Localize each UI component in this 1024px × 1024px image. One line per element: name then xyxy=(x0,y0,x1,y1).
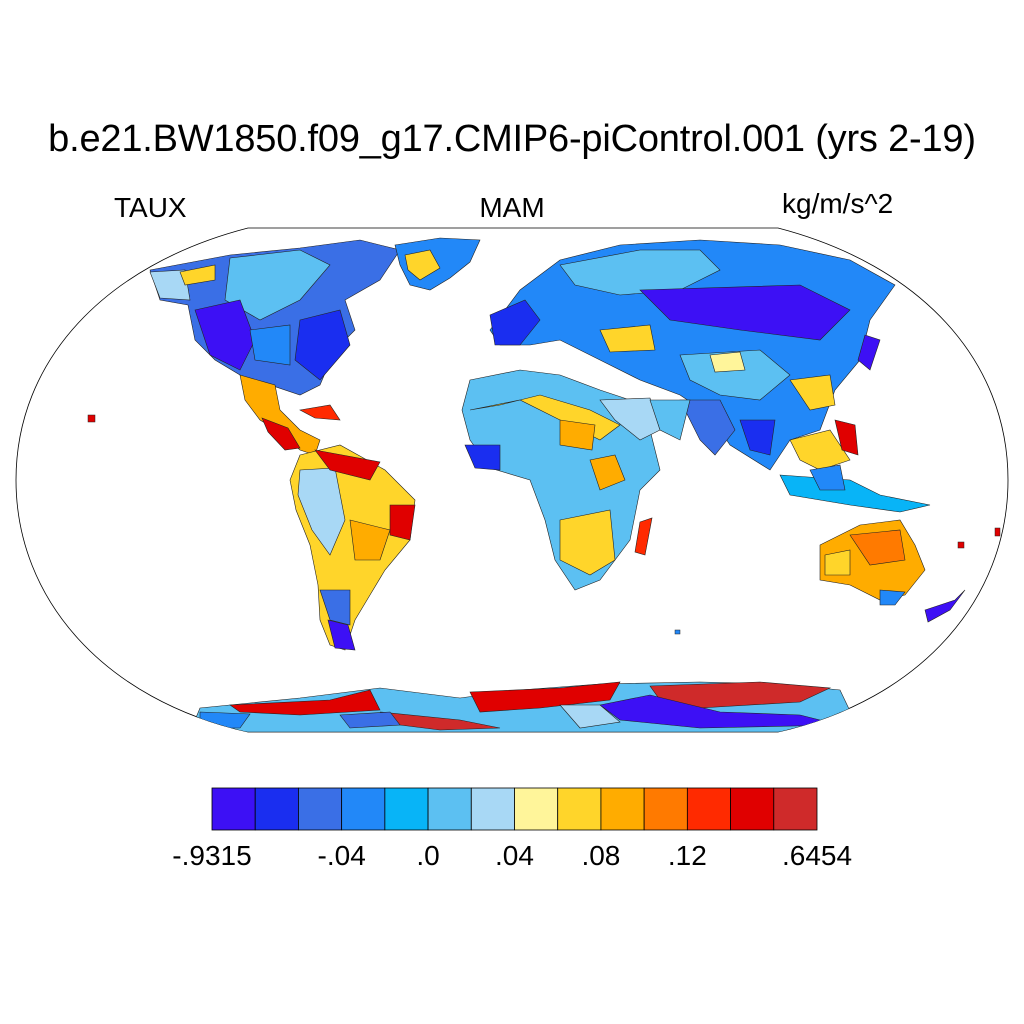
colorbar-swatch-7 xyxy=(514,787,559,831)
colorbar-label-5: .12 xyxy=(667,840,707,871)
colorbar-swatch-12 xyxy=(730,787,775,831)
islands xyxy=(87,414,1001,635)
colorbar-label-2: .0 xyxy=(416,840,440,871)
colorbar-swatch-13 xyxy=(773,787,818,831)
colorbar-label-0: -.9315 xyxy=(172,840,252,871)
season-label: MAM xyxy=(479,192,545,223)
figure-title: b.e21.BW1850.f09_g17.CMIP6-piControl.001… xyxy=(48,118,976,160)
colorbar-swatch-5 xyxy=(427,787,472,831)
colorbar-swatch-11 xyxy=(686,787,731,831)
continent-north-america xyxy=(149,237,481,456)
continent-eurasia xyxy=(489,239,931,513)
variable-label: TAUX xyxy=(114,192,187,223)
colorbar-swatch-4 xyxy=(384,787,429,831)
continent-australia xyxy=(819,519,966,623)
colorbar-swatch-6 xyxy=(470,787,515,831)
units-label: kg/m/s^2 xyxy=(782,188,894,219)
colorbar-label-1: -.04 xyxy=(317,840,366,871)
colorbar-swatch-3 xyxy=(341,787,386,831)
colorbar-swatch-8 xyxy=(557,787,602,831)
colorbar-label-6: .6454 xyxy=(781,840,853,871)
colorbar-label-3: .04 xyxy=(495,840,534,871)
colorbar-swatch-2 xyxy=(298,787,343,831)
colorbar-label-4: .08 xyxy=(581,840,621,871)
continent-south-america xyxy=(289,444,416,651)
colorbar-swatch-1 xyxy=(254,787,299,831)
continent-antarctica xyxy=(189,681,861,732)
colorbar-swatch-10 xyxy=(643,787,688,831)
colorbar-swatch-0 xyxy=(211,787,256,831)
colorbar xyxy=(211,787,818,831)
colorbar-swatch-9 xyxy=(600,787,645,831)
continent-africa xyxy=(461,369,691,591)
